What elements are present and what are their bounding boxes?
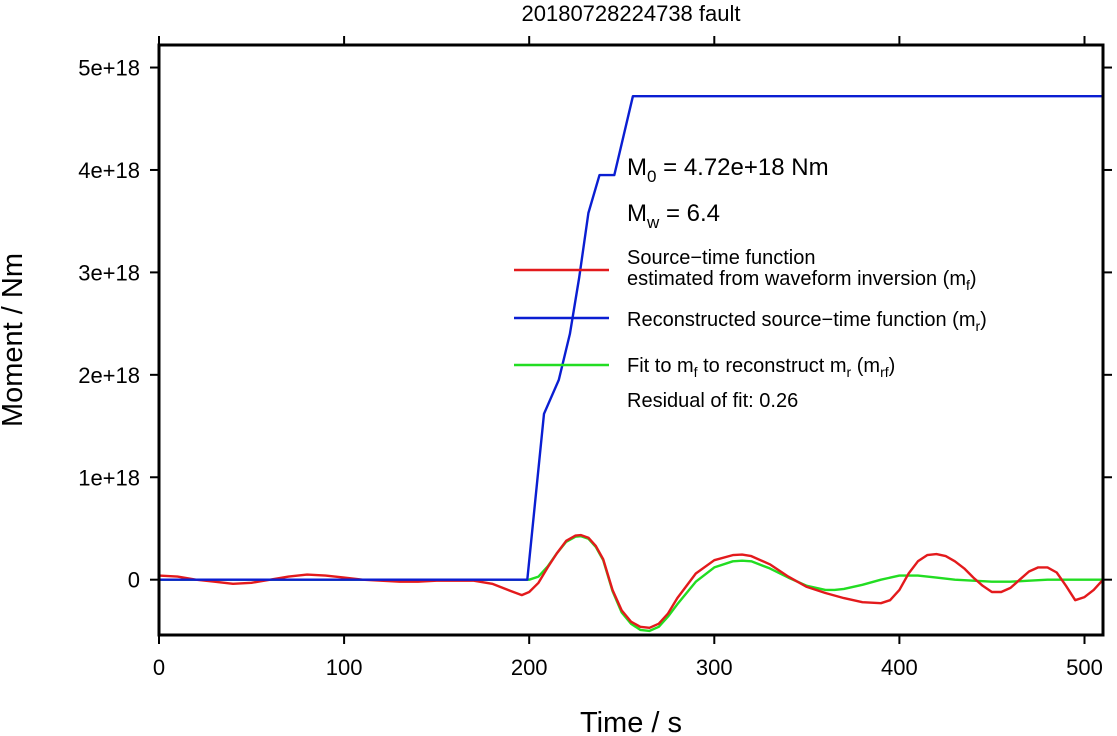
y-tick-label: 2e+18 xyxy=(78,363,140,388)
y-tick-label: 0 xyxy=(128,568,140,593)
x-tick-label: 200 xyxy=(511,655,548,680)
series-layer xyxy=(158,95,1104,633)
chart-title: 20180728224738 fault xyxy=(522,1,741,26)
series-line-reconstructed-source-time-function-m-r xyxy=(159,95,1103,581)
y-axis: 0 1e+18 2e+18 3e+18 4e+18 5e+18 xyxy=(78,56,1112,593)
legend-label: Fit to mf to reconstruct mr (mrf) xyxy=(627,355,895,380)
annotations: M0 = 4.72e+18 Nm Mw = 6.4 xyxy=(627,154,829,232)
legend-label: estimated from waveform inversion (mf) xyxy=(627,268,977,293)
series-line-source-time-function-estimated-from-wave xyxy=(158,533,1104,629)
y-tick-label: 1e+18 xyxy=(78,465,140,490)
x-axis-label: Time / s xyxy=(580,707,682,736)
plot-area xyxy=(157,43,1105,637)
seismic-moment-annotation: M0 = 4.72e+18 Nm xyxy=(627,154,829,186)
x-tick-label: 300 xyxy=(696,655,733,680)
legend-label: Source−time function xyxy=(627,247,815,269)
y-axis-label: Moment / Nm xyxy=(0,253,29,427)
x-axis: 0 100 200 300 400 500 xyxy=(153,36,1103,680)
x-tick-label: 0 xyxy=(153,655,165,680)
plot-frame xyxy=(157,43,1105,637)
y-tick-label: 5e+18 xyxy=(78,56,140,81)
series-line-fit-to-m-f-to-reconstruct-m-r-m-rf xyxy=(159,535,1103,633)
x-tick-label: 100 xyxy=(326,655,363,680)
moment-magnitude-annotation: Mw = 6.4 xyxy=(627,200,720,232)
y-tick-label: 3e+18 xyxy=(78,260,140,285)
y-tick-label: 4e+18 xyxy=(78,158,140,183)
x-tick-label: 500 xyxy=(1066,655,1103,680)
legend-label: Reconstructed source−time function (mr) xyxy=(627,309,987,334)
residual-annotation: Residual of fit: 0.26 xyxy=(627,390,798,412)
x-tick-label: 400 xyxy=(881,655,918,680)
